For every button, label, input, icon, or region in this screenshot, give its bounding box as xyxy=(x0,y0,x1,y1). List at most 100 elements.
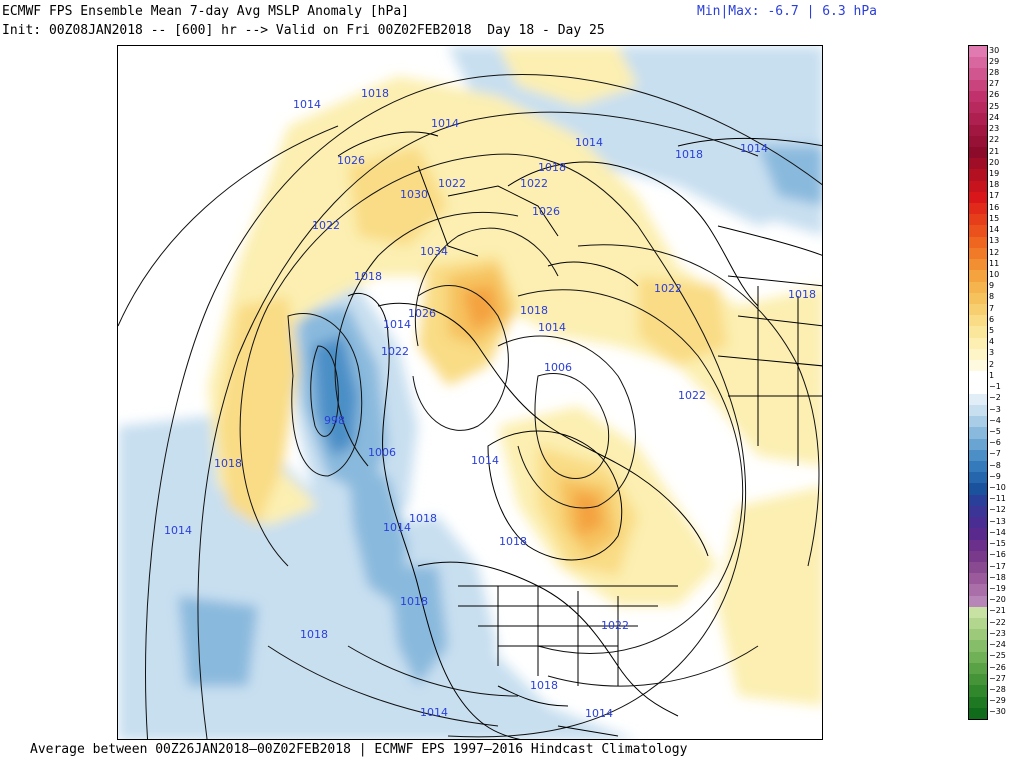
isobar-label: 998 xyxy=(324,414,345,427)
colorbar-swatch xyxy=(969,225,987,238)
isobar-label: 1014 xyxy=(420,706,448,719)
colorbar-swatch xyxy=(969,270,987,283)
isobar-label: 1006 xyxy=(368,446,396,459)
colorbar-swatch xyxy=(969,102,987,114)
colorbar-swatch xyxy=(969,180,987,193)
colorbar-swatch xyxy=(969,191,987,204)
colorbar-swatch xyxy=(969,494,987,507)
colorbar-swatch xyxy=(969,505,987,518)
colorbar-tick-label: 17 xyxy=(989,191,1000,201)
colorbar-swatch xyxy=(969,158,987,170)
colorbar-swatch xyxy=(969,674,987,686)
isobar-label: 1034 xyxy=(420,245,448,258)
colorbar-swatch xyxy=(969,281,987,294)
isobar-label: 1014 xyxy=(575,136,603,149)
colorbar-swatch xyxy=(969,651,987,664)
colorbar-tick-label: −1 xyxy=(989,382,1001,392)
colorbar-tick-label: 21 xyxy=(989,146,1000,156)
colorbar-tick-label: 19 xyxy=(989,168,1000,178)
colorbar-tick-label: −13 xyxy=(989,516,1006,526)
isobar-label: 1018 xyxy=(300,628,328,641)
colorbar-swatch xyxy=(969,113,987,125)
colorbar-swatch xyxy=(969,472,987,484)
colorbar-swatch xyxy=(969,584,987,597)
colorbar-tick-label: −16 xyxy=(989,550,1006,560)
isobar-label: 1014 xyxy=(383,318,411,331)
colorbar-tick-label: 20 xyxy=(989,157,1000,167)
colorbar-swatch xyxy=(969,57,987,69)
colorbar-swatch xyxy=(969,539,987,552)
colorbar-tick-label: −19 xyxy=(989,584,1006,593)
colorbar-swatch xyxy=(969,315,987,327)
colorbar-tick-label: 27 xyxy=(989,79,1000,89)
colorbar-tick-label: −22 xyxy=(989,617,1006,627)
colorbar-tick-label: 7 xyxy=(989,303,995,313)
colorbar-tick-label: −20 xyxy=(989,595,1006,605)
isobar-label: 1018 xyxy=(538,161,566,174)
colorbar-swatch xyxy=(969,337,987,350)
isobar-label: 1018 xyxy=(530,679,558,692)
colorbar-tick-label: −11 xyxy=(989,494,1006,504)
isobar-label: 1018 xyxy=(214,457,242,470)
isobar-label: 1026 xyxy=(337,154,365,167)
colorbar-swatch xyxy=(969,561,987,574)
colorbar-swatch xyxy=(969,371,987,383)
colorbar-tick-label: 16 xyxy=(989,202,1000,212)
isobar-label: 1022 xyxy=(381,345,409,358)
colorbar-tick-label: −27 xyxy=(989,673,1006,683)
colorbar-swatch xyxy=(969,169,987,182)
colorbar-tick-label: −30 xyxy=(989,707,1006,717)
colorbar-swatch xyxy=(969,46,987,58)
map-svg: 1014 1018 1014 1014 1018 1014 1026 1022 1018 1022… xyxy=(118,46,822,739)
colorbar-labels: 30 29 28 27 26 25 24 23 22 21 20 19 18 17 16 15 14 13 12 11… xyxy=(989,45,1023,720)
isobar-label: 1022 xyxy=(601,619,629,632)
colorbar-swatch xyxy=(969,303,987,316)
colorbar-tick-label: 25 xyxy=(989,101,1000,111)
colorbar-swatch xyxy=(969,79,987,92)
colorbar-swatch xyxy=(969,259,987,271)
colorbar-swatch xyxy=(969,640,987,653)
colorbar-tick-label: 28 xyxy=(989,68,1000,78)
isobar-label: 1014 xyxy=(293,98,321,111)
colorbar-swatch xyxy=(969,573,987,585)
colorbar-swatch xyxy=(969,382,987,395)
colorbar-tick-label: −15 xyxy=(989,539,1006,549)
colorbar-tick-label: −17 xyxy=(989,561,1006,571)
colorbar-tick-label: 6 xyxy=(989,314,995,324)
colorbar-tick-label: −12 xyxy=(989,505,1006,515)
colorbar-swatch xyxy=(969,517,987,529)
colorbar-tick-label: 3 xyxy=(989,348,995,358)
isobar-label: 1014 xyxy=(585,707,613,720)
colorbar-swatch xyxy=(969,427,987,440)
isobar-label: 1022 xyxy=(654,282,682,295)
isobar-labels: 1014 1018 1014 1014 1018 1014 1026 1022 1018 1022… xyxy=(164,87,816,720)
colorbar-tick-label: −3 xyxy=(989,404,1001,414)
colorbar-tick-label: 5 xyxy=(989,326,995,336)
colorbar-swatch xyxy=(969,483,987,496)
isobar-lines xyxy=(118,73,822,739)
colorbar-tick-label: 13 xyxy=(989,236,1000,246)
colorbar-swatch xyxy=(969,618,987,630)
colorbar-tick-label: 8 xyxy=(989,292,995,302)
isobar-label: 1014 xyxy=(471,454,499,467)
colorbar-tick-label: −9 xyxy=(989,471,1001,481)
isobar-label: 1018 xyxy=(675,148,703,161)
isobar-label: 1018 xyxy=(400,595,428,608)
anomaly-shading xyxy=(118,46,822,739)
colorbar-tick-label: 9 xyxy=(989,281,995,291)
colorbar-tick-label: −2 xyxy=(989,393,1001,403)
colorbar-tick-label: −26 xyxy=(989,662,1006,672)
isobar-label: 1014 xyxy=(538,321,566,334)
colorbar-swatch xyxy=(969,404,987,417)
colorbar-swatch xyxy=(969,685,987,698)
colorbar-swatch xyxy=(969,360,987,372)
isobar-label: 1022 xyxy=(438,177,466,190)
colorbar-swatch xyxy=(969,292,987,305)
isobar-label: 1022 xyxy=(520,177,548,190)
colorbar-swatch xyxy=(969,662,987,675)
isobar-label: 1014 xyxy=(383,521,411,534)
min-max-readout: Min|Max: -6.7 | 6.3 hPa xyxy=(697,4,878,19)
colorbar-tick-label: 26 xyxy=(989,90,1000,100)
colorbar-tick-label: −23 xyxy=(989,628,1006,638)
colorbar-tick-label: −18 xyxy=(989,572,1006,582)
